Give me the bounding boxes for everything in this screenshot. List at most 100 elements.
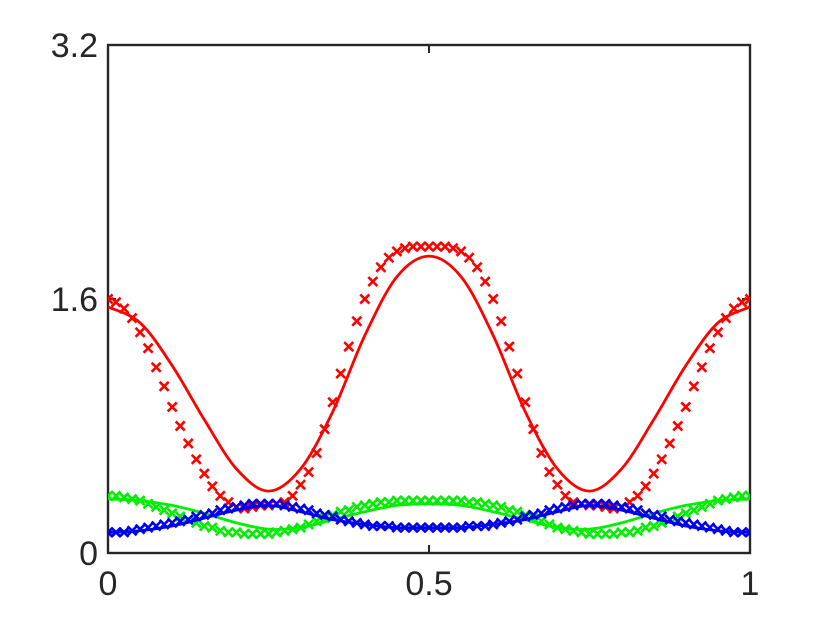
x-marker-point xyxy=(230,501,242,513)
x-marker-point xyxy=(487,293,499,305)
x-marker-point xyxy=(431,495,443,507)
x-marker-point xyxy=(158,504,170,516)
x-marker-point xyxy=(551,522,563,534)
x-marker-point xyxy=(632,504,644,516)
x-marker-point xyxy=(576,526,587,538)
x-marker-point xyxy=(712,495,724,507)
x-marker-point xyxy=(503,515,515,527)
x-marker-point xyxy=(439,495,451,507)
x-marker-point xyxy=(367,520,379,532)
x-marker-point xyxy=(351,517,363,529)
x-marker-point xyxy=(375,520,387,532)
x-marker-point xyxy=(319,423,331,435)
x-tick-label: 0 xyxy=(99,565,118,603)
x-marker-point xyxy=(688,518,700,530)
x-marker-point xyxy=(455,522,467,534)
x-marker-point xyxy=(600,528,611,540)
x-marker-point xyxy=(287,490,299,502)
x-marker-point xyxy=(720,493,732,505)
x-marker-point xyxy=(279,525,290,537)
x-marker-point xyxy=(543,504,555,516)
x-marker-point xyxy=(656,453,668,465)
x-marker-point xyxy=(182,438,194,449)
x-marker-point xyxy=(415,495,427,507)
x-marker-point xyxy=(303,504,315,516)
x-marker-point xyxy=(391,495,403,507)
x-marker-point xyxy=(335,368,347,380)
x-marker-point xyxy=(134,326,146,338)
x-marker-point xyxy=(126,493,138,505)
x-marker-point xyxy=(423,241,435,253)
x-marker-point xyxy=(455,495,467,507)
x-marker-point xyxy=(527,509,539,521)
x-marker-point xyxy=(182,514,194,526)
x-marker-point xyxy=(511,506,523,518)
x-marker-point xyxy=(263,498,274,510)
x-marker-point xyxy=(271,498,282,510)
plot-content xyxy=(108,241,750,540)
x-marker-point xyxy=(190,453,202,465)
plot-area-frame xyxy=(106,43,752,555)
x-marker-point xyxy=(198,468,210,480)
x-marker-point xyxy=(559,501,571,513)
x-marker-point xyxy=(255,528,266,540)
x-marker-point xyxy=(495,315,507,327)
x-marker-point xyxy=(551,503,563,514)
x-marker-point xyxy=(616,526,628,538)
x-marker-point xyxy=(206,507,218,519)
x-marker-point xyxy=(295,522,307,534)
x-marker-point xyxy=(543,518,555,530)
x-marker-point xyxy=(736,526,748,538)
x-marker-point xyxy=(431,241,443,253)
x-marker-point xyxy=(712,326,724,338)
x-marker-point xyxy=(447,495,459,507)
x-marker-point xyxy=(367,498,379,510)
x-marker-point xyxy=(463,252,475,264)
x-marker-point xyxy=(672,515,684,527)
x-marker-point xyxy=(559,523,571,535)
x-marker-point xyxy=(728,526,740,538)
x-marker-point xyxy=(744,526,750,538)
x-marker-point xyxy=(632,490,644,502)
x-marker-point xyxy=(110,296,122,308)
series-markers xyxy=(108,490,750,540)
x-marker-point xyxy=(108,526,114,538)
x-marker-point xyxy=(118,491,130,503)
x-marker-point xyxy=(222,503,234,514)
x-marker-point xyxy=(247,528,258,540)
x-marker-point xyxy=(680,507,692,519)
x-marker-point xyxy=(551,479,563,491)
x-marker-point xyxy=(407,522,419,534)
x-marker-point xyxy=(511,368,523,380)
x-marker-point xyxy=(255,498,266,510)
x-marker-point xyxy=(447,522,459,534)
axes-layer xyxy=(106,43,752,555)
x-marker-point xyxy=(527,423,539,435)
x-marker-point xyxy=(696,501,708,513)
x-marker-point xyxy=(688,380,700,392)
x-marker-point xyxy=(383,252,395,264)
x-marker-point xyxy=(110,526,122,538)
x-marker-point xyxy=(174,515,186,527)
x-marker-point xyxy=(640,522,652,534)
x-marker-point xyxy=(559,490,571,502)
x-marker-point xyxy=(423,495,435,507)
x-marker-point xyxy=(359,293,371,305)
x-marker-point xyxy=(608,528,620,540)
x-marker-point xyxy=(479,520,491,532)
x-marker-point xyxy=(311,447,323,459)
x-marker-point xyxy=(407,241,419,253)
x-marker-point xyxy=(359,499,371,511)
x-marker-point xyxy=(487,499,499,511)
x-marker-point xyxy=(359,518,371,530)
series-line xyxy=(108,254,750,493)
x-marker-point xyxy=(134,495,146,507)
x-marker-point xyxy=(158,518,170,530)
x-marker-point xyxy=(736,296,748,308)
x-marker-point xyxy=(624,526,636,538)
x-marker-point xyxy=(503,341,515,353)
x-marker-point xyxy=(287,523,299,535)
x-marker-point xyxy=(327,396,339,408)
